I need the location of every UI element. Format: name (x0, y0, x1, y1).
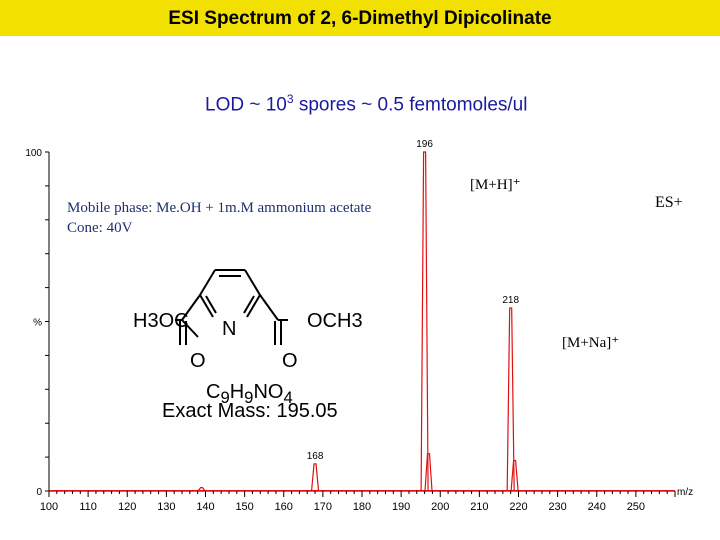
x-tick-label: 130 (157, 501, 175, 513)
x-axis-label: m/z (677, 487, 693, 498)
x-tick-label: 200 (431, 501, 449, 513)
cone-voltage-note: Cone: 40V (67, 220, 133, 236)
right-methoxy-group: OCH3 (307, 310, 363, 332)
lod-exponent: 3 (286, 92, 294, 106)
peak-219 (510, 459, 519, 492)
x-tick-label: 230 (548, 501, 566, 513)
lod-suffix: spores ~ 0.5 femtomoles/ul (293, 94, 528, 116)
molecule-structure: H3OC N OCH3 O O (133, 269, 363, 372)
peak-196 (420, 151, 429, 492)
x-tick-label: 170 (314, 501, 332, 513)
molecular-formula: C9H9NO4 (206, 381, 293, 407)
peak-label-168: 168 (307, 451, 324, 462)
peak-168 (310, 463, 320, 492)
y-tick-label: 100 (25, 148, 42, 159)
peak-label-196: 196 (416, 139, 433, 150)
ion-label-mna: [M+Na]⁺ (562, 335, 620, 351)
left-carbonyl-oxygen: O (190, 350, 206, 372)
ionization-mode-label: ES+ (655, 194, 683, 211)
x-tick-label: 190 (392, 501, 410, 513)
x-tick-label: 100 (40, 501, 58, 513)
x-tick-label: 250 (627, 501, 645, 513)
left-methoxy-group: H3OC (133, 310, 189, 332)
x-tick-label: 180 (353, 501, 371, 513)
peak-139 (197, 487, 206, 492)
x-tick-label: 120 (118, 501, 136, 513)
x-tick-label: 160 (275, 501, 293, 513)
peak-197 (424, 453, 433, 492)
x-tick-label: 150 (235, 501, 253, 513)
x-tick-label: 210 (470, 501, 488, 513)
right-carbonyl-oxygen: O (282, 350, 298, 372)
x-tick-label: 220 (509, 501, 527, 513)
page-title: ESI Spectrum of 2, 6-Dimethyl Dipicolina… (168, 8, 552, 29)
mobile-phase-note: Mobile phase: Me.OH + 1m.M ammonium acet… (67, 200, 372, 216)
y-tick-label: 0 (36, 487, 42, 498)
ring-nitrogen-label: N (222, 318, 236, 340)
lod-prefix: LOD ~ 10 (205, 94, 287, 116)
title-bar (0, 0, 720, 36)
y-tick-label: % (33, 318, 42, 329)
peak-label-218: 218 (502, 295, 519, 306)
x-tick-label: 140 (196, 501, 214, 513)
labels-layer: 100% 0 100 110 120 130 140 150 160 170 180 190 200 21… (25, 139, 693, 513)
x-tick-label: 110 (79, 501, 97, 513)
lod-caption: LOD ~ 103 spores ~ 0.5 femtomoles/ul (205, 92, 527, 116)
exact-mass-label: Exact Mass: 195.05 (162, 400, 338, 422)
x-tick-label: 240 (588, 501, 606, 513)
peak-218 (506, 307, 515, 492)
ion-label-mh: [M+H]⁺ (470, 177, 521, 193)
peaks-layer (49, 151, 675, 492)
